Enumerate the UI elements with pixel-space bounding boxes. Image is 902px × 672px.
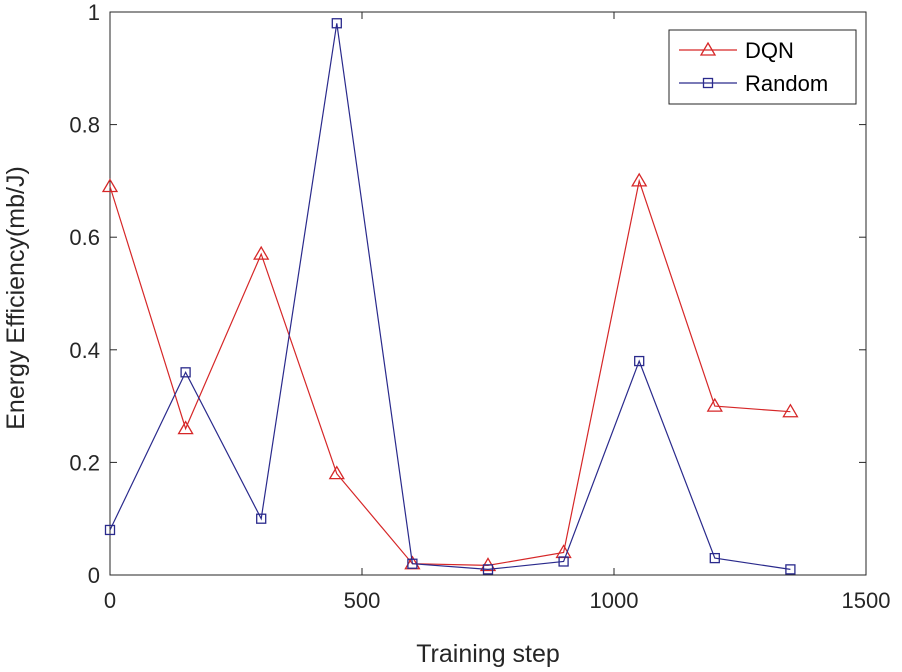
data-point-random: [482, 564, 494, 575]
y-axis-label: Energy Efficiency(mb/J): [2, 166, 30, 430]
data-point-random: [256, 513, 267, 524]
data-point-dqn: [631, 172, 648, 187]
legend: DQN Random: [668, 29, 857, 105]
data-point-dqn: [101, 178, 119, 193]
legend-random-label: Random: [745, 71, 828, 96]
legend-box: [668, 29, 857, 105]
data-point-random: [104, 524, 116, 536]
data-point-random: [407, 558, 418, 569]
plot-area: [109, 11, 867, 576]
data-point-dqn: [782, 403, 799, 418]
y-tick-label: 0.2: [69, 450, 100, 475]
x-tick-label: 1500: [842, 588, 891, 613]
x-tick-label: 1000: [590, 588, 639, 613]
series-dqn: [101, 172, 799, 572]
data-point-random: [558, 556, 569, 567]
data-point-dqn: [706, 397, 723, 412]
data-point-dqn: [177, 420, 194, 435]
series-random: [104, 18, 796, 575]
y-tick-label: 0.6: [69, 225, 100, 250]
legend-dqn-marker: [699, 41, 717, 56]
y-tick-label: 0.4: [69, 338, 100, 363]
data-point-dqn: [328, 465, 345, 480]
x-tick-label: 500: [344, 588, 381, 613]
y-tick-label: 1: [88, 0, 100, 25]
series-layer: [101, 18, 799, 575]
data-point-random: [180, 367, 191, 378]
data-point-dqn: [253, 245, 270, 260]
y-tick-label: 0.8: [69, 113, 100, 138]
x-tick-label: 0: [104, 588, 116, 613]
series-line-dqn: [109, 178, 791, 567]
data-point-random: [785, 564, 796, 575]
y-tick-label: 0: [88, 563, 100, 588]
axis-ticks: 0 500 1000 1500 0 0.2 0.4 0.6 0.8 1: [69, 0, 890, 613]
data-point-random: [331, 18, 342, 29]
data-point-random: [634, 355, 645, 367]
x-axis-label: Training step: [416, 640, 560, 668]
data-point-random: [709, 552, 720, 564]
legend-random-marker: [702, 77, 714, 89]
series-line-random: [109, 23, 791, 571]
legend-dqn-label: DQN: [745, 38, 794, 63]
